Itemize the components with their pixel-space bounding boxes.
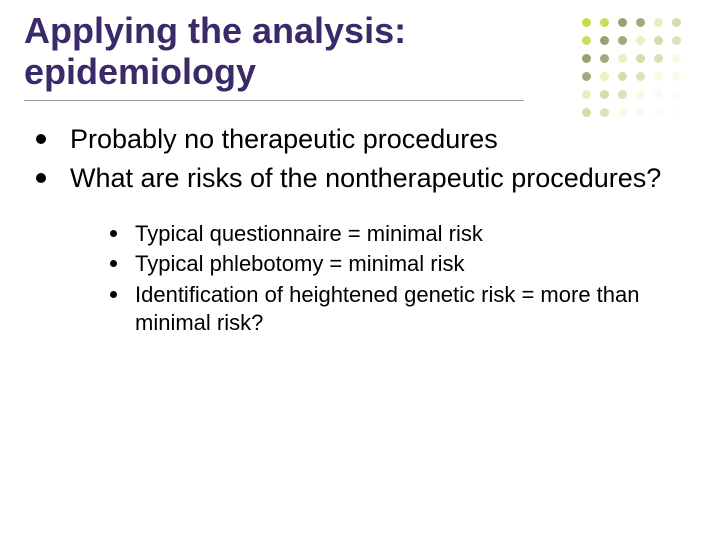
dot-icon — [582, 18, 591, 27]
dot-icon — [600, 72, 609, 81]
dot-icon — [618, 36, 627, 45]
title-line-2: epidemiology — [24, 51, 256, 92]
dot-icon — [654, 18, 663, 27]
list-item: Identification of heightened genetic ris… — [110, 281, 672, 337]
dot-icon — [600, 18, 609, 27]
dot-icon — [600, 54, 609, 63]
list-item: Typical questionnaire = minimal risk — [110, 220, 672, 248]
dot-icon — [636, 18, 645, 27]
list-item-text: Typical phlebotomy = minimal risk — [135, 250, 465, 278]
dot-icon — [600, 108, 609, 117]
dot-icon — [582, 36, 591, 45]
dot-icon — [636, 72, 645, 81]
title-divider — [24, 100, 524, 101]
list-item: What are risks of the nontherapeutic pro… — [36, 161, 672, 196]
dot-icon — [636, 36, 645, 45]
decorative-dots — [582, 18, 702, 138]
main-bullet-list: Probably no therapeutic procedures What … — [36, 122, 672, 339]
dot-icon — [672, 108, 681, 117]
slide-title: Applying the analysis: epidemiology — [24, 10, 406, 93]
dot-icon — [600, 90, 609, 99]
bullet-icon — [110, 291, 117, 298]
dot-icon — [654, 108, 663, 117]
bullet-icon — [110, 260, 117, 267]
dot-icon — [618, 90, 627, 99]
dot-icon — [672, 18, 681, 27]
bullet-icon — [36, 173, 46, 183]
list-item-text: What are risks of the nontherapeutic pro… — [70, 161, 661, 196]
title-line-1: Applying the analysis: — [24, 10, 406, 51]
bullet-icon — [110, 230, 117, 237]
dot-icon — [618, 18, 627, 27]
dot-icon — [654, 90, 663, 99]
bullet-icon — [36, 134, 46, 144]
dot-icon — [582, 54, 591, 63]
dot-icon — [654, 36, 663, 45]
sub-bullet-list: Typical questionnaire = minimal risk Typ… — [110, 220, 672, 337]
dot-icon — [600, 36, 609, 45]
dot-icon — [636, 54, 645, 63]
dot-icon — [582, 90, 591, 99]
dot-icon — [654, 72, 663, 81]
dot-icon — [582, 72, 591, 81]
dot-icon — [672, 36, 681, 45]
dot-icon — [672, 54, 681, 63]
list-item: Probably no therapeutic procedures — [36, 122, 672, 157]
dot-icon — [672, 72, 681, 81]
list-item-text: Typical questionnaire = minimal risk — [135, 220, 483, 248]
dot-icon — [618, 54, 627, 63]
list-item: Typical phlebotomy = minimal risk — [110, 250, 672, 278]
dot-icon — [636, 108, 645, 117]
list-item-text: Probably no therapeutic procedures — [70, 122, 498, 157]
dot-icon — [582, 108, 591, 117]
dot-icon — [618, 108, 627, 117]
dot-icon — [636, 90, 645, 99]
dot-icon — [618, 72, 627, 81]
list-item-text: Identification of heightened genetic ris… — [135, 281, 672, 337]
dot-icon — [654, 54, 663, 63]
dot-icon — [672, 90, 681, 99]
